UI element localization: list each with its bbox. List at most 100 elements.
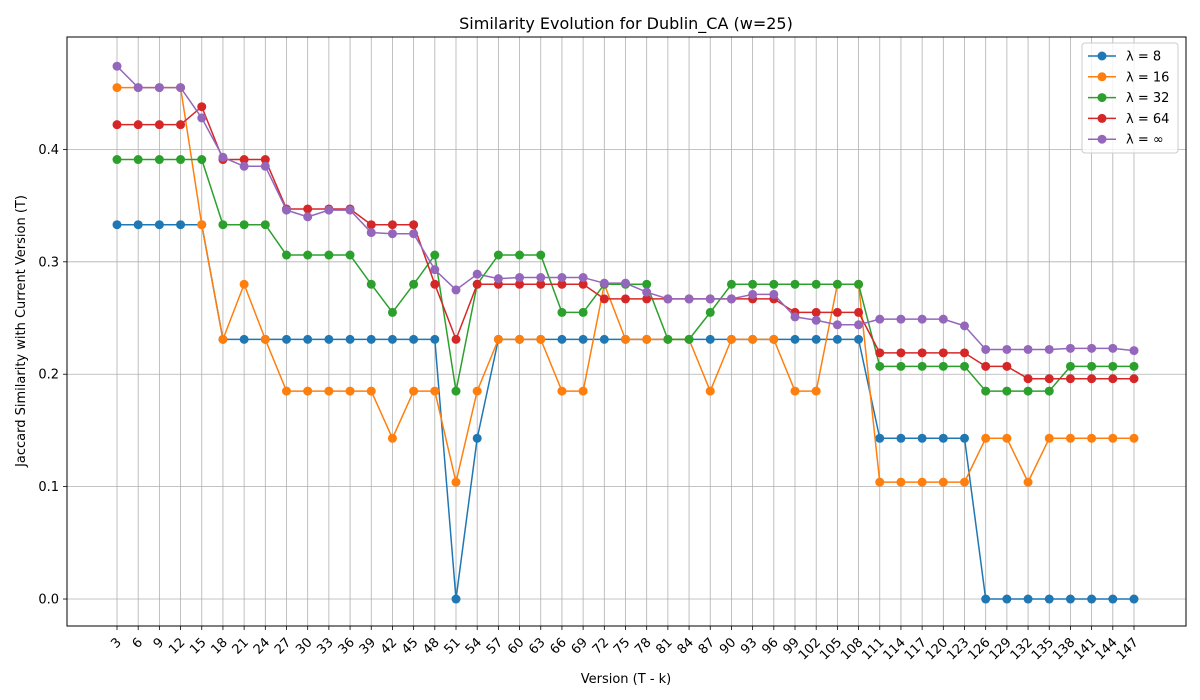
data-point (260, 155, 270, 165)
data-point (578, 279, 588, 289)
data-point (1087, 361, 1097, 371)
data-point (133, 155, 143, 165)
data-point (599, 278, 609, 288)
data-point (875, 361, 885, 371)
data-point (154, 220, 164, 230)
data-point (578, 386, 588, 396)
data-point (303, 204, 313, 214)
chart-title: Similarity Evolution for Dublin_CA (w=25… (459, 14, 793, 34)
data-point (790, 279, 800, 289)
data-point (409, 334, 419, 344)
data-point (726, 334, 736, 344)
data-point (1002, 344, 1012, 354)
data-point (1108, 594, 1118, 604)
y-tick-label: 0.1 (38, 480, 59, 495)
data-point (239, 161, 249, 171)
data-point (366, 228, 376, 238)
data-point (154, 120, 164, 130)
data-point (1108, 361, 1118, 371)
data-point (239, 220, 249, 230)
data-point (981, 594, 991, 604)
data-point (917, 361, 927, 371)
data-point (112, 155, 122, 165)
data-point (1002, 594, 1012, 604)
data-point (663, 334, 673, 344)
data-point (515, 279, 525, 289)
y-axis-ticks: 0.0 0.1 0.2 0.3 0.4 (38, 143, 67, 608)
data-point (705, 307, 715, 317)
data-point (1087, 433, 1097, 443)
data-point (451, 334, 461, 344)
data-point (282, 205, 291, 215)
data-point (303, 334, 313, 344)
data-point (832, 334, 842, 344)
data-point (472, 386, 482, 396)
data-point (1002, 433, 1012, 443)
data-point (896, 477, 906, 487)
data-point (790, 334, 800, 344)
data-point (1023, 386, 1033, 396)
data-point (1044, 374, 1054, 384)
data-point (472, 433, 482, 443)
data-point (663, 294, 673, 304)
data-point (705, 386, 715, 396)
data-point (282, 386, 291, 396)
data-point (1044, 594, 1054, 604)
data-point (896, 361, 906, 371)
data-point (832, 307, 842, 317)
data-point (536, 279, 546, 289)
data-point (409, 279, 419, 289)
data-point (154, 155, 164, 165)
data-point (1129, 374, 1139, 384)
data-point (599, 294, 609, 304)
legend-marker (1097, 113, 1107, 123)
data-point (133, 83, 143, 93)
legend-label: λ = ∞ (1126, 133, 1164, 148)
data-point (1023, 477, 1033, 487)
data-point (387, 307, 397, 317)
data-point (218, 334, 228, 344)
data-point (176, 220, 186, 230)
data-point (832, 320, 842, 330)
data-point (1044, 344, 1054, 354)
data-point (642, 294, 652, 304)
data-point (303, 386, 313, 396)
data-point (854, 307, 864, 317)
legend-item: λ = ∞ (1088, 133, 1164, 148)
y-tick-label: 0.4 (38, 143, 59, 158)
data-point (1002, 386, 1012, 396)
data-point (1065, 361, 1075, 371)
data-point (557, 273, 567, 283)
data-point (748, 279, 758, 289)
data-point (599, 334, 609, 344)
grid (67, 37, 1186, 626)
data-point (621, 294, 630, 304)
legend-marker (1097, 72, 1107, 82)
data-point (1129, 346, 1139, 356)
data-point (366, 279, 376, 289)
data-point (811, 315, 821, 325)
data-point (303, 212, 313, 222)
data-point (769, 279, 779, 289)
data-point (345, 386, 355, 396)
data-point (557, 386, 567, 396)
data-point (981, 361, 991, 371)
data-point (1002, 361, 1012, 371)
data-point (875, 348, 885, 358)
data-point (430, 279, 440, 289)
data-point (493, 334, 503, 344)
data-point (981, 344, 991, 354)
data-point (1129, 594, 1139, 604)
data-point (197, 220, 207, 230)
y-tick-label: 0.2 (38, 368, 59, 383)
data-point (197, 102, 207, 112)
data-point (409, 229, 419, 239)
data-point (197, 155, 207, 165)
data-point (578, 273, 588, 283)
data-point (324, 205, 334, 215)
legend: λ = 8 λ = 16 λ = 32 λ = 64 λ = ∞ (1081, 42, 1179, 154)
data-point (557, 334, 567, 344)
data-point (960, 361, 969, 371)
data-point (621, 278, 630, 288)
data-point (515, 334, 525, 344)
